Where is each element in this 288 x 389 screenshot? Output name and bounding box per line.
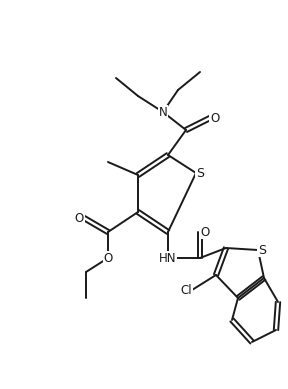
Text: HN: HN [159,252,177,265]
Text: O: O [210,112,219,124]
Text: O: O [103,252,113,265]
Text: S: S [258,244,266,256]
Text: Cl: Cl [180,284,192,296]
Text: O: O [75,212,84,224]
Text: N: N [159,105,167,119]
Text: O: O [200,226,209,238]
Text: S: S [196,166,204,179]
